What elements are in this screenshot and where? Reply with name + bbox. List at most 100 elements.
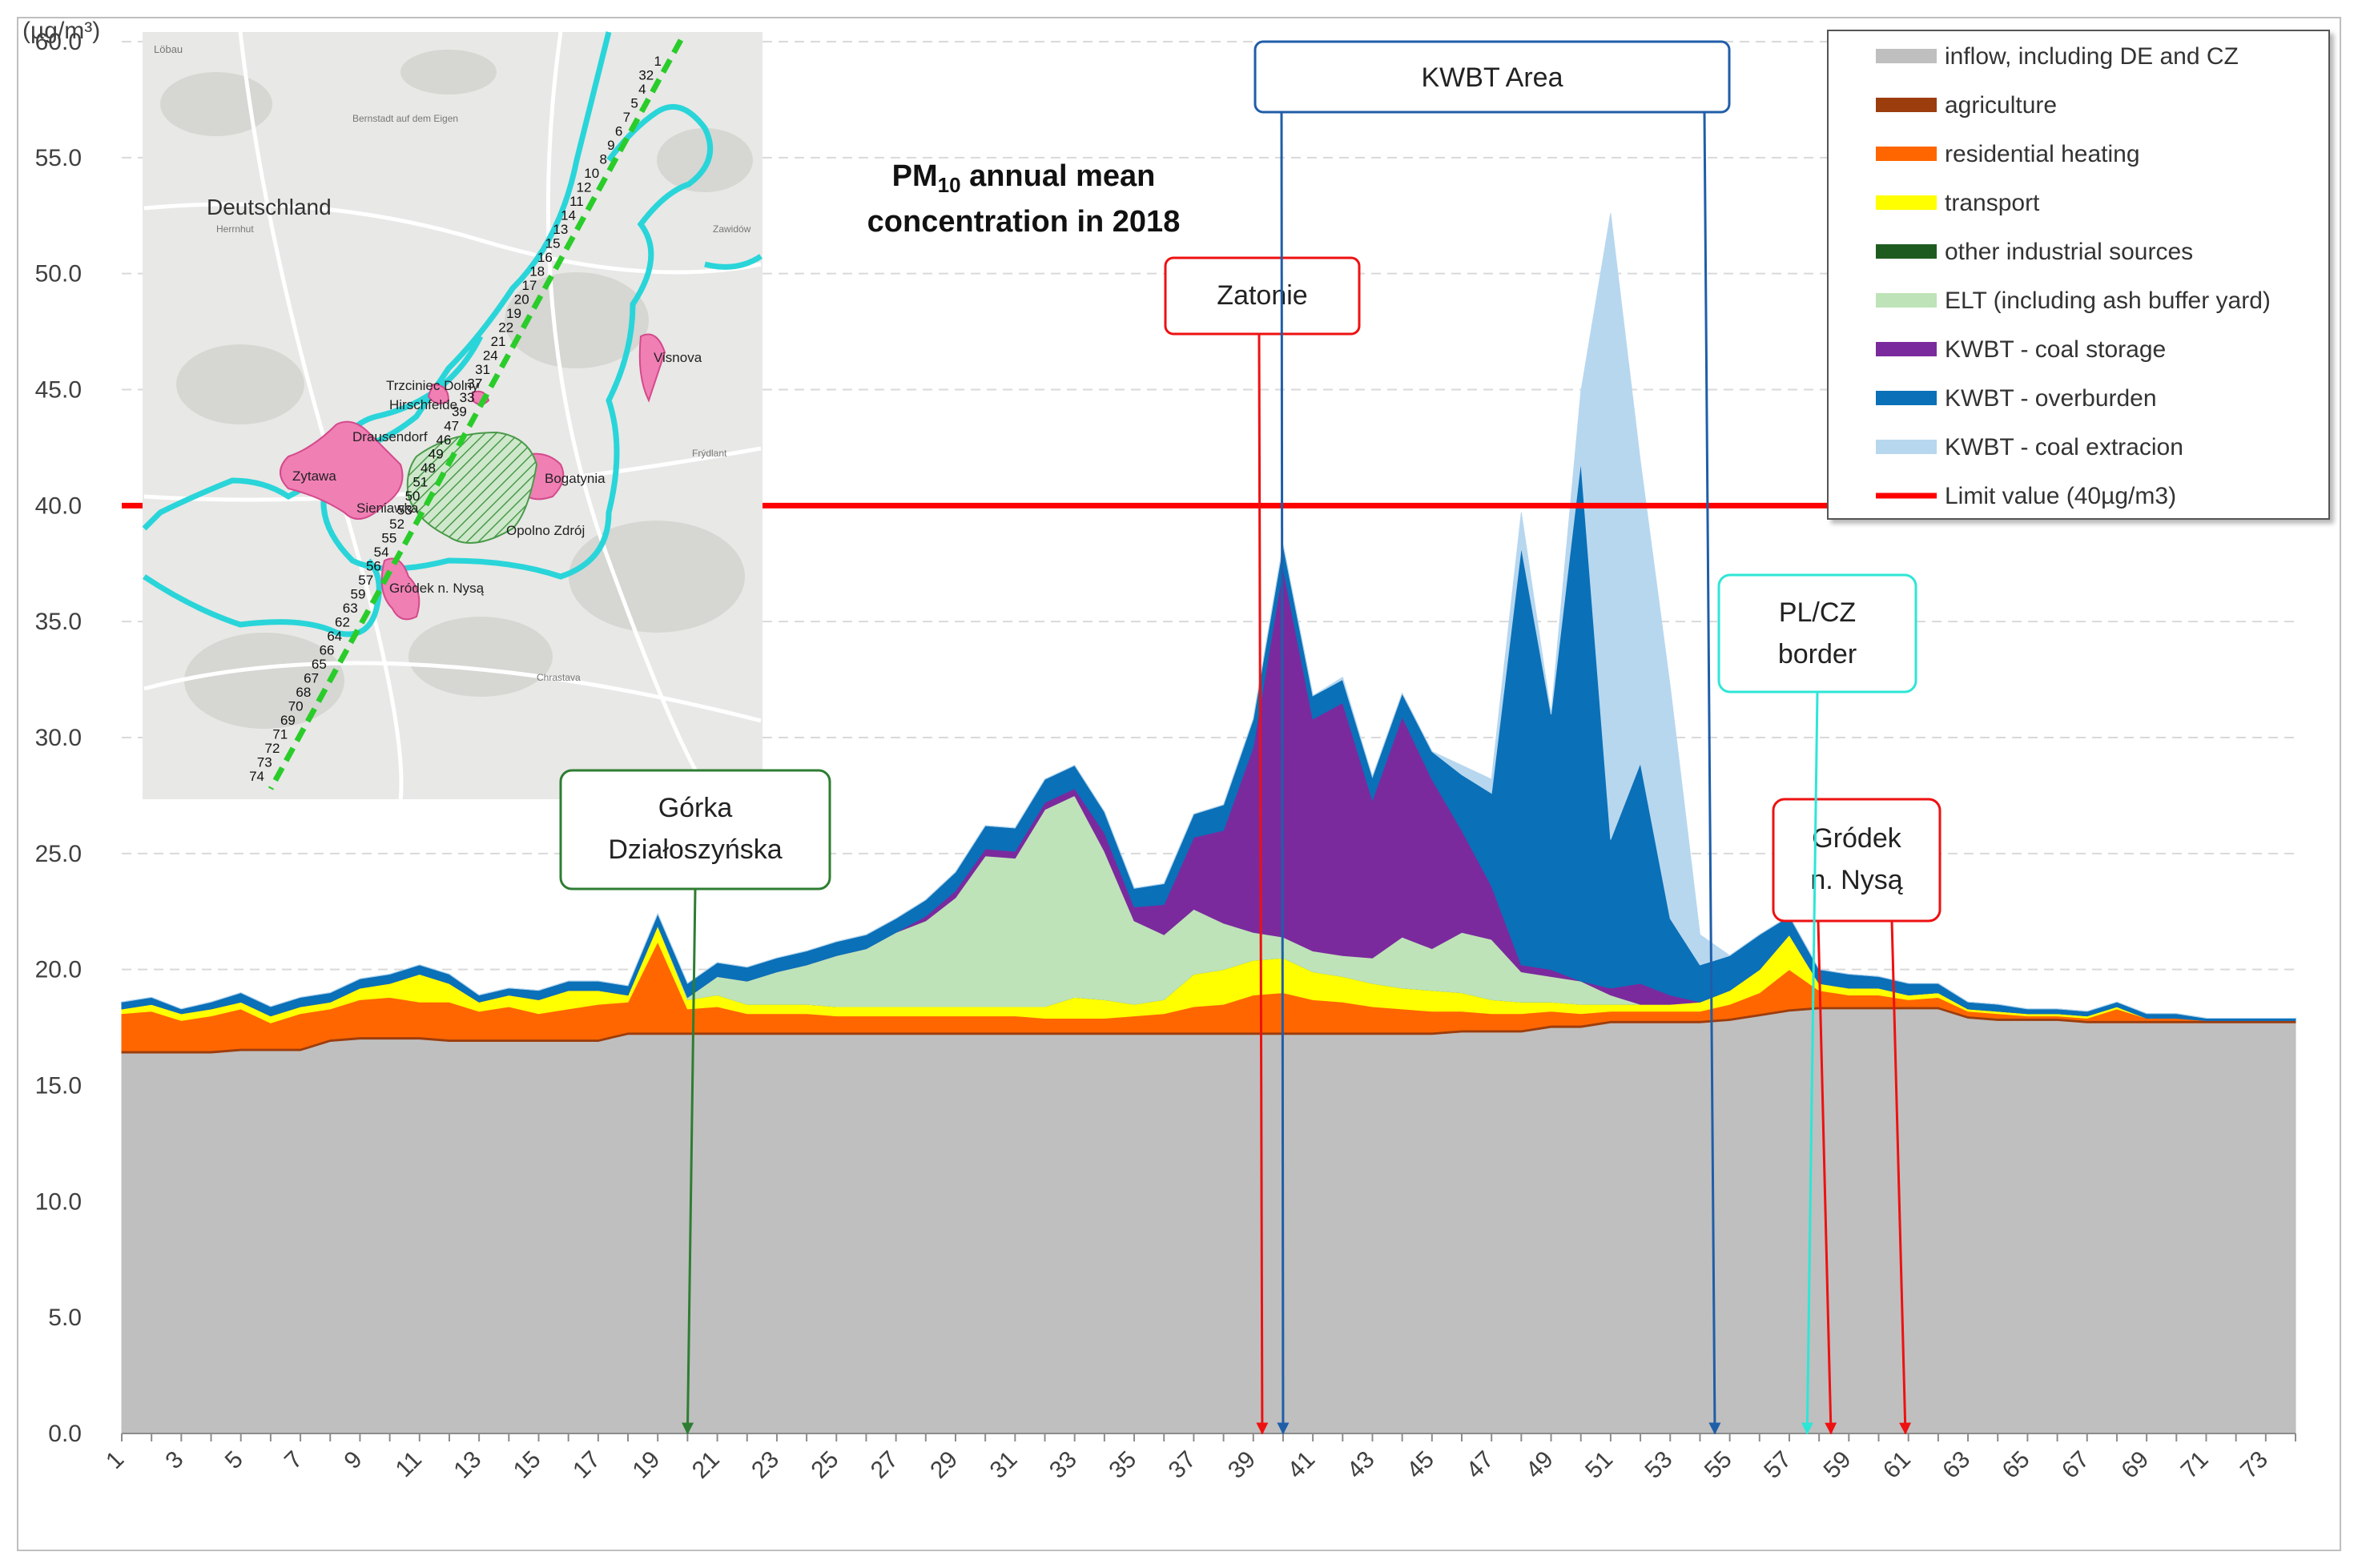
y-tick-label: 0.0: [48, 1421, 82, 1447]
map-route-number: 55: [381, 530, 396, 545]
map-route-number: 52: [389, 517, 404, 532]
svg-text:Działoszyńska: Działoszyńska: [608, 834, 782, 865]
legend-swatch: [1876, 440, 1937, 454]
map-route-number: 32: [638, 68, 654, 83]
legend-label: transport: [1945, 190, 2040, 216]
legend-swatch: [1876, 98, 1937, 112]
legend-swatch: [1876, 49, 1937, 63]
legend-swatch: [1876, 391, 1937, 405]
map-route-number: 46: [436, 432, 451, 448]
y-tick-label: 5.0: [48, 1305, 82, 1331]
legend-swatch: [1876, 342, 1937, 356]
annotation-kwbt-area: KWBT Area: [1253, 40, 1731, 114]
legend-label: KWBT - coal extracion: [1945, 434, 2183, 460]
annotation-arrow: [1256, 333, 1269, 1435]
map-route-number: 6: [615, 124, 622, 139]
annotation-zatonie: Zatonie: [1164, 256, 1361, 336]
map-route-number: 13: [553, 222, 568, 237]
annotation-arrow: [1801, 691, 1819, 1435]
legend-swatch: [1876, 293, 1937, 308]
map-route-number: 21: [491, 334, 506, 349]
y-axis: (µg/m³) 0.0 5.0 10.0 15.0 20.0 25.0 30.0 35.0 40…: [22, 18, 100, 1447]
map-route-number: 65: [312, 657, 327, 672]
map-route-number: 24: [483, 348, 498, 364]
map-route-number: 12: [577, 180, 592, 195]
map-small-label-lobau: Löbau: [154, 43, 183, 55]
map-route-number: 69: [280, 713, 296, 728]
map-route-number: 11: [569, 194, 584, 209]
map-place-bogatynia: Bogatynia: [545, 471, 606, 486]
legend-label: inflow, including DE and CZ: [1945, 43, 2239, 70]
map-border-line-4: [704, 254, 763, 270]
legend-swatch: [1876, 195, 1937, 210]
map-route-number: 63: [343, 601, 358, 616]
map-route-number: 70: [288, 698, 304, 714]
map-route-number: 39: [452, 404, 467, 420]
annotation-grodek: Gródek n. Nysą: [1772, 798, 1942, 923]
map-route-number: 59: [351, 586, 366, 601]
annotation-arrow: [1817, 920, 1837, 1435]
legend-swatch: [1876, 244, 1937, 259]
map-route-number: 33: [460, 390, 475, 405]
map-kwbt-area: [406, 431, 538, 544]
svg-text:PL/CZ: PL/CZ: [1779, 597, 1856, 628]
legend-label: other industrial sources: [1945, 239, 2193, 265]
map-route-number: 20: [514, 292, 529, 308]
map-border-line: [142, 31, 612, 531]
map-route-number: 62: [335, 614, 350, 629]
annotation-arrow: [1890, 920, 1912, 1435]
svg-text:border: border: [1778, 639, 1857, 669]
map-route-number: 54: [374, 545, 389, 560]
map-place-visnova: Visnova: [654, 350, 702, 365]
map-route-number: 1: [654, 54, 662, 69]
map-route-number: 49: [429, 446, 444, 461]
svg-text:Gródek: Gródek: [1812, 823, 1901, 854]
map-small-label-zawidow: Zawidów: [713, 223, 751, 235]
title-subscript: 10: [938, 173, 961, 197]
map-route-number: 66: [320, 642, 335, 657]
map-route-number: 14: [561, 208, 576, 223]
y-tick-label: 15.0: [35, 1073, 82, 1100]
y-tick-label: 20.0: [35, 957, 82, 983]
map-route-line: [268, 38, 684, 790]
annotation-arrow: [1703, 111, 1721, 1435]
map-route-number: 4: [638, 82, 646, 97]
legend-items: inflow, including DE and CZ agriculture re…: [1876, 43, 2271, 509]
y-tick-label: 25.0: [35, 841, 82, 867]
legend-label: KWBT - coal storage: [1945, 336, 2166, 363]
y-tick-label: 30.0: [35, 725, 82, 751]
svg-text:KWBT Area: KWBT Area: [1422, 62, 1563, 93]
y-tick-label: 60.0: [35, 29, 82, 55]
area-kwbt-coal-extracion: [121, 213, 2296, 1019]
map-small-label-frydlant: Frýdlant: [692, 448, 727, 459]
map-place-zytawa: Zytawa: [292, 468, 336, 484]
map-small-label-chrastava: Chrastava: [537, 672, 581, 683]
map-place-drausendorf: Drausendorf: [352, 429, 428, 444]
map-route-number: 37: [467, 376, 482, 392]
legend-label: ELT (including ash buffer yard): [1945, 287, 2271, 314]
map-inset: 1324576981012111413151618172019222124313…: [142, 31, 763, 803]
map-route-number: 9: [607, 138, 614, 153]
map-route-number: 31: [475, 362, 490, 377]
annotation-arrow: [682, 888, 697, 1435]
map-route-number: 64: [327, 629, 342, 644]
annotation-arrows: [682, 111, 1912, 1435]
map-route-number: 72: [265, 741, 280, 756]
map-route-number: 10: [584, 166, 599, 181]
annotation-arrow: [1277, 111, 1290, 1435]
map-route-number: 68: [296, 685, 311, 700]
y-tick-label: 35.0: [35, 609, 82, 635]
map-route-number: 71: [272, 726, 288, 742]
map-route-number: 56: [366, 558, 381, 573]
map-route-number: 19: [506, 306, 521, 321]
map-small-label-bernstadt: Bernstadt auf dem Eigen: [352, 113, 458, 124]
y-tick-label: 45.0: [35, 377, 82, 404]
y-tick-label: 50.0: [35, 261, 82, 287]
svg-text:n. Nysą: n. Nysą: [1810, 865, 1902, 895]
map-route-number: 53: [397, 502, 412, 517]
map-route-number: 17: [521, 278, 537, 293]
legend-label: Limit value (40µg/m3): [1945, 483, 2176, 509]
map-place-trzciniec: Trzciniec Dolny: [386, 378, 479, 393]
